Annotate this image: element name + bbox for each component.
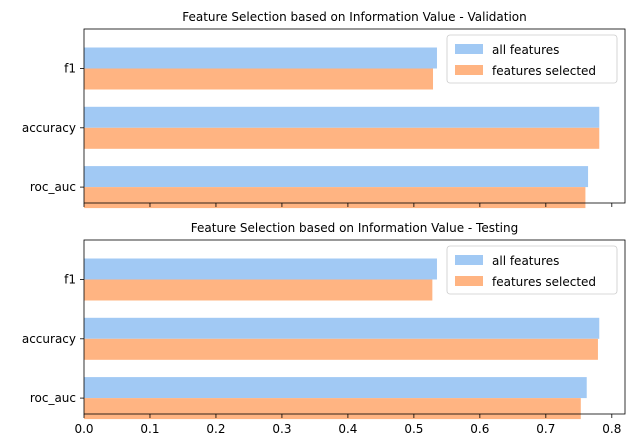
legend-box — [446, 245, 618, 295]
x-tick-label: 0.0 — [74, 422, 93, 436]
legend-swatch-all-features — [455, 255, 483, 265]
bar-accuracy-features-selected — [84, 127, 600, 149]
x-tick-label: 0.7 — [536, 422, 555, 436]
chart-title: Feature Selection based on Information V… — [182, 10, 527, 24]
y-tick-label: roc_auc — [30, 391, 76, 405]
bar-roc_auc-features-selected — [84, 187, 586, 209]
x-tick-label: 0.8 — [602, 422, 621, 436]
axes-frame — [83, 239, 626, 415]
legend-box — [446, 34, 618, 84]
x-tick-label: 0.4 — [338, 422, 357, 436]
bar-f1-features-selected — [84, 279, 433, 301]
x-tick-label: 0.1 — [140, 422, 159, 436]
x-tick-label: 0.3 — [272, 422, 291, 436]
legend-swatch-features-selected — [455, 65, 483, 75]
axes-frame — [83, 28, 626, 204]
bar-f1-features-selected — [84, 68, 434, 90]
y-tick-label: f1 — [64, 273, 76, 287]
bar-f1-all-features — [84, 47, 437, 69]
legend-entry: all features — [492, 254, 559, 268]
chart-panel-2: Feature Selection based on Information V… — [22, 221, 626, 436]
bar-roc_auc-features-selected — [84, 398, 581, 420]
x-tick-label: 0.6 — [470, 422, 489, 436]
legend-swatch-features-selected — [455, 276, 483, 286]
chart-title: Feature Selection based on Information V… — [191, 221, 518, 235]
legend-swatch-all-features — [455, 44, 483, 54]
y-tick-label: accuracy — [22, 332, 76, 346]
legend-entry: features selected — [492, 275, 596, 289]
y-tick-label: roc_auc — [30, 180, 76, 194]
bar-roc_auc-all-features — [84, 166, 589, 188]
legend-entry: features selected — [492, 64, 596, 78]
legend: all features features selected — [446, 245, 618, 295]
bar-accuracy-all-features — [84, 317, 600, 339]
y-tick-label: f1 — [64, 62, 76, 76]
x-tick-label: 0.5 — [404, 422, 423, 436]
bar-accuracy-features-selected — [84, 338, 598, 360]
chart-panel-1: Feature Selection based on Information V… — [22, 10, 626, 209]
bar-f1-all-features — [84, 258, 437, 280]
y-tick-label: accuracy — [22, 121, 76, 135]
bar-roc_auc-all-features — [84, 377, 587, 399]
bar-accuracy-all-features — [84, 106, 600, 128]
x-tick-label: 0.2 — [206, 422, 225, 436]
legend: all features features selected — [446, 34, 618, 84]
legend-entry: all features — [492, 43, 559, 57]
